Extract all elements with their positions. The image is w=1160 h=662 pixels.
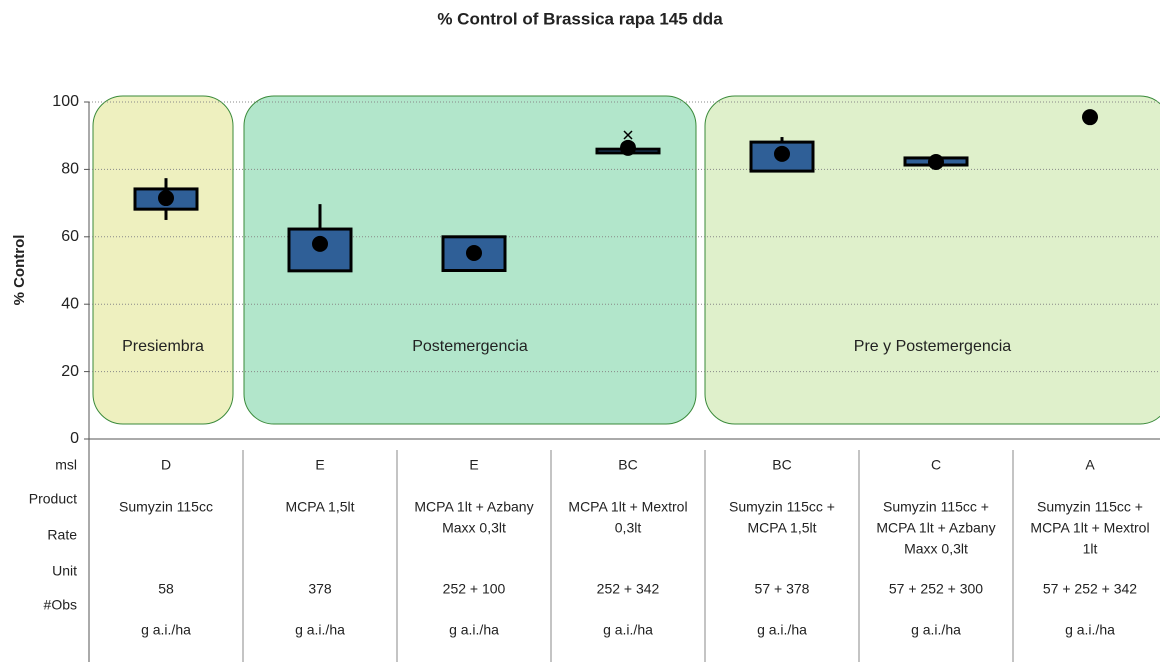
grid: 0 20 40 60 80 100 (52, 93, 1160, 662)
msl: D (161, 457, 171, 473)
chart-title: % Control of Brassica rapa 145 dda (437, 9, 723, 28)
y-tick-label: 0 (70, 430, 79, 447)
rate: 252 + 342 (597, 581, 660, 597)
row-label: Unit (52, 563, 77, 579)
mean-dot (928, 153, 944, 170)
mean-dot (620, 139, 636, 156)
row-label: msl (55, 457, 77, 473)
product: 1lt (1083, 541, 1098, 557)
product: Sumyzin 115cc + (883, 499, 989, 515)
y-tick-label: 80 (61, 161, 79, 178)
table: msl Product Rate Unit #Obs D Sumyzin 115cc 58 g … (29, 450, 1150, 662)
region (704, 95, 1160, 425)
y-tick-label: 40 (61, 295, 79, 312)
unit: g a.i./ha (1065, 622, 1115, 638)
mean-dot (158, 190, 174, 207)
msl: BC (618, 457, 637, 473)
y-tick-label: 100 (52, 93, 79, 110)
msl: C (931, 457, 941, 473)
region-label: Presiembra (122, 338, 204, 355)
product: MCPA 1,5lt (286, 499, 355, 515)
unit: g a.i./ha (449, 622, 499, 638)
y-tick-label: 60 (61, 228, 79, 245)
region-label: Pre y Postemergencia (854, 338, 1012, 355)
regions: Presiembra Postemergencia Pre y Postemerge… (92, 95, 1160, 425)
rate: 378 (308, 581, 332, 597)
unit: g a.i./ha (295, 622, 345, 638)
region (92, 95, 234, 425)
unit: g a.i./ha (141, 622, 191, 638)
product: MCPA 1lt + Azbany (876, 520, 995, 536)
product: Sumyzin 115cc + (1037, 499, 1143, 515)
y-axis-label: % Control (11, 235, 28, 306)
rate: 57 + 252 + 300 (889, 581, 983, 597)
unit: g a.i./ha (757, 622, 807, 638)
outlier (623, 130, 633, 140)
y-tick-label: 20 (61, 363, 79, 380)
product: MCPA 1lt + Azbany (414, 499, 533, 515)
region-label: Postemergencia (412, 338, 528, 355)
product: MCPA 1lt + Mextrol (568, 499, 687, 515)
product: Maxx 0,3lt (904, 541, 968, 557)
mean-dot (774, 145, 790, 162)
msl: E (469, 457, 478, 473)
mean-dot (312, 235, 328, 252)
mean-dot (466, 244, 482, 261)
product: Sumyzin 115cc + (729, 499, 835, 515)
msl: E (315, 457, 324, 473)
marks (133, 109, 1098, 273)
product: 0,3lt (615, 520, 642, 536)
rate: 252 + 100 (443, 581, 506, 597)
product: Maxx 0,3lt (442, 520, 506, 536)
rate: 57 + 378 (755, 581, 810, 597)
rate: 58 (158, 581, 174, 597)
row-label: Rate (47, 527, 77, 543)
product: MCPA 1,5lt (748, 520, 817, 536)
unit: g a.i./ha (603, 622, 653, 638)
row-label: #Obs (44, 597, 77, 613)
unit: g a.i./ha (911, 622, 961, 638)
row-label: Product (29, 491, 77, 507)
product: MCPA 1lt + Mextrol (1030, 520, 1149, 536)
msl: BC (772, 457, 791, 473)
product: Sumyzin 115cc (119, 499, 213, 515)
mean-dot (1082, 109, 1098, 126)
rate: 57 + 252 + 342 (1043, 581, 1137, 597)
msl: A (1085, 457, 1095, 473)
